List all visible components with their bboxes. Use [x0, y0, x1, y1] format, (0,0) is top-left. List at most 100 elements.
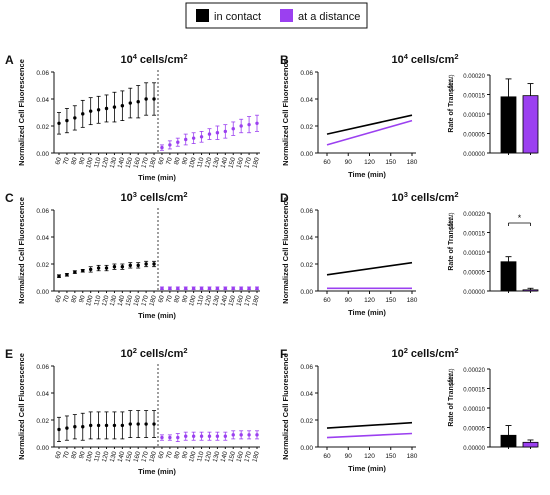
timecourse-y-tick-label: 0.04: [36, 391, 49, 398]
panel-letter: C: [5, 191, 14, 205]
timecourse-y-label: Normalized Cell Fluorescence: [17, 353, 26, 460]
data-point: [247, 122, 251, 127]
data-point: [104, 266, 109, 270]
data-point: [88, 267, 93, 272]
legend-label-in-contact: in contact: [214, 11, 261, 23]
panel-title-part: 2: [454, 190, 458, 199]
fit-y-tick-label: 0.00: [300, 445, 313, 452]
timecourse-x-tick-label: 140: [117, 156, 127, 169]
data-point: [184, 286, 188, 290]
timecourse-x-tick-label: 160: [133, 450, 143, 463]
data-point: [160, 435, 164, 440]
timecourse-x-tick-label: 60: [157, 156, 166, 165]
timecourse-x-tick-label: 160: [236, 156, 246, 169]
data-point: [65, 426, 69, 430]
fit-x-tick-label: 90: [345, 453, 353, 460]
timecourse-x-tick-label: 90: [181, 450, 190, 459]
bar: [500, 434, 517, 448]
timecourse-x-tick-label: 70: [165, 156, 174, 165]
data-point: [112, 105, 117, 109]
rate-y-tick-label: 0.00015: [463, 94, 485, 100]
fit-x-tick-label: 150: [385, 297, 396, 304]
data-point: [168, 286, 172, 290]
fit-x-tick-label: 150: [385, 159, 396, 166]
data-point: [160, 286, 164, 290]
timecourse-x-tick-label: 120: [204, 294, 214, 307]
data-point: [152, 97, 156, 101]
data-point: [239, 433, 243, 437]
fit-x-tick-label: 90: [345, 297, 353, 304]
timecourse-x-tick-label: 70: [62, 450, 71, 459]
fit-line: [326, 432, 413, 439]
legend-frame: [185, 2, 368, 29]
timecourse-x-tick-label: 110: [93, 294, 103, 306]
rate-y-tick-label: 0.00020: [463, 212, 485, 218]
timecourse-x-tick-label: 80: [173, 156, 182, 165]
panel-title-part: 3: [404, 190, 408, 199]
data-point: [112, 265, 117, 269]
timecourse-x-tick-label: 160: [236, 294, 246, 307]
timecourse-x-tick-label: 150: [125, 450, 135, 463]
timecourse-x-tick-label: 100: [188, 156, 198, 169]
fit-y-tick-label: 0.02: [300, 418, 313, 425]
panel-title: 104 cells/cm2: [120, 52, 187, 66]
rate-y-tick-label: 0.00015: [463, 232, 485, 238]
fit-line: [326, 119, 413, 146]
panel-title: 102 cells/cm2: [120, 346, 187, 360]
x-axis-label: Time (min): [348, 308, 386, 317]
panel-title: 102 cells/cm2: [391, 346, 458, 360]
panel-b: 0.00 0.02 0.04 0.06 60 90 120 150 180 Normalized …: [280, 52, 459, 179]
panel-title-part: 2: [454, 52, 458, 61]
data-point: [81, 269, 85, 273]
data-point: [176, 140, 180, 144]
timecourse-x-tick-label: 130: [109, 156, 119, 169]
timecourse-x-tick-label: 60: [54, 450, 63, 459]
fit-x-tick-label: 120: [364, 453, 375, 460]
timecourse-x-tick-label: 90: [78, 294, 87, 303]
timecourse-x-tick-label: 160: [236, 450, 246, 463]
data-point: [176, 286, 180, 290]
legend-label-at-a-distance: at a distance: [298, 11, 360, 23]
panel-f: 0.00 0.02 0.04 0.06 60 90 120 150 180 Normalized …: [280, 346, 459, 473]
data-point: [239, 286, 243, 290]
panel-title-part: 2: [133, 346, 137, 355]
panel-letter: B: [280, 53, 289, 67]
timecourse-x-tick-label: 170: [140, 156, 150, 169]
timecourse-x-tick-label: 80: [70, 450, 79, 459]
timecourse-x-tick-label: 180: [148, 450, 158, 463]
fit-y-tick-label: 0.00: [300, 289, 313, 296]
rate-y-tick-label: 0.00010: [463, 113, 485, 119]
timecourse-x-tick-label: 60: [54, 156, 63, 165]
timecourse-y-tick-label: 0.00: [36, 289, 49, 296]
rate-y-label: Rate of Transfer: [448, 373, 455, 427]
panel-title: 103 cells/cm2: [391, 190, 458, 204]
panel-title: 104 cells/cm2: [391, 52, 458, 66]
panel-title-part: cells/cm: [408, 54, 455, 66]
data-point: [223, 434, 228, 438]
data-point: [81, 112, 85, 116]
timecourse-x-tick-label: 150: [125, 294, 135, 307]
data-point: [128, 101, 132, 105]
data-point: [73, 425, 77, 429]
timecourse-y-tick-label: 0.02: [36, 418, 49, 425]
panel-title-part: 10: [391, 192, 403, 204]
timecourse-x-tick-label: 90: [78, 450, 87, 459]
data-point: [207, 286, 212, 290]
timecourse-x-tick-label: 170: [243, 156, 253, 169]
panel-f-rate: 0.00000 0.00005 0.00010 0.00015 0.00020 Rate …: [448, 368, 539, 452]
data-point: [199, 286, 204, 290]
fit-y-tick-label: 0.02: [300, 262, 313, 269]
fit-line: [326, 421, 413, 429]
timecourse-y-tick-label: 0.00: [36, 445, 49, 452]
data-point: [120, 265, 125, 269]
data-point: [112, 423, 117, 428]
panel-letter: E: [5, 347, 13, 361]
rate-unit-label: (Δf/Δt): [449, 74, 455, 91]
x-axis-label: Time (min): [348, 464, 386, 473]
data-point: [88, 423, 93, 428]
fit-y-tick-label: 0.04: [300, 235, 313, 242]
timecourse-x-tick-label: 140: [220, 450, 230, 463]
data-point: [247, 286, 251, 290]
panel-letter: D: [280, 191, 289, 205]
